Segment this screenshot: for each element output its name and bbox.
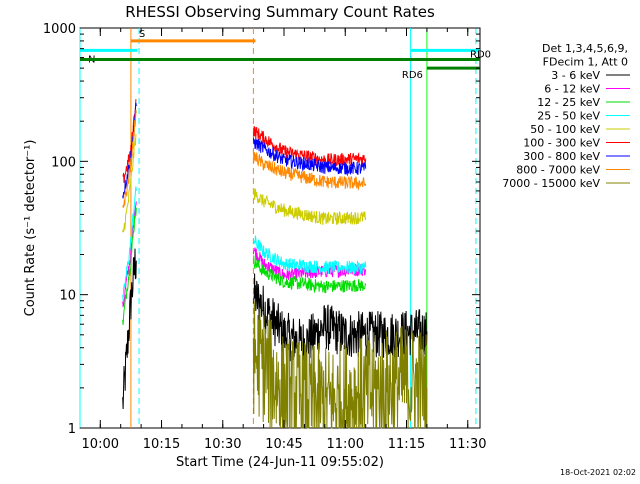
y-tick-label: 1 [68, 422, 76, 437]
x-axis-label: Start Time (24-Jun-11 09:55:02) [176, 455, 384, 470]
flag-label: S [139, 29, 145, 40]
series-line [122, 98, 137, 183]
x-tick-label: 10:45 [265, 437, 302, 452]
y-axis-label: Count Rate (s⁻¹ detector⁻¹) [23, 140, 38, 317]
x-tick-label: 10:00 [82, 437, 119, 452]
series-line [252, 301, 428, 429]
legend-label: 12 - 25 keV [537, 96, 600, 109]
legend-label: 300 - 800 keV [523, 150, 600, 163]
series-line [252, 137, 367, 177]
legend-label: 800 - 7000 keV [516, 164, 600, 177]
x-axis-ticks: 10:00 10:15 10:30 10:45 11:00 11:15 11:30 [82, 28, 486, 452]
series-line [252, 125, 367, 167]
series-line [122, 133, 137, 233]
legend-label: 25 - 50 keV [537, 110, 600, 123]
series-line [122, 186, 137, 301]
chart-title: RHESSI Observing Summary Count Rates [125, 3, 435, 21]
x-tick-label: 11:30 [449, 437, 486, 452]
series-line [252, 255, 367, 294]
y-tick-label: 100 [51, 155, 76, 170]
legend: Det 1,3,4,5,6,9,FDecim 1, Att 03 - 6 keV… [502, 42, 630, 190]
legend-label: 100 - 300 keV [523, 137, 600, 150]
y-tick-label: 1000 [43, 22, 76, 37]
y-tick-label: 10 [59, 289, 76, 304]
series-line [122, 248, 137, 410]
legend-header: FDecim 1, Att 0 [543, 56, 628, 69]
x-tick-label: 10:15 [143, 437, 180, 452]
series-line [252, 149, 367, 191]
x-tick-label: 11:00 [327, 437, 364, 452]
legend-label: 7000 - 15000 keV [502, 177, 600, 190]
legend-label: 3 - 6 keV [551, 69, 600, 82]
legend-label: 50 - 100 keV [530, 123, 600, 136]
series-line [252, 235, 367, 275]
series-line [252, 188, 367, 226]
flag-bars: SNRD6RD0 [80, 29, 491, 81]
legend-label: 6 - 12 keV [544, 83, 600, 96]
legend-header: Det 1,3,4,5,6,9, [542, 42, 628, 55]
x-tick-label: 11:15 [388, 437, 425, 452]
flag-label: RD6 [402, 70, 423, 81]
series-line [122, 207, 137, 326]
footer-date: 18-Oct-2021 02:02 [560, 468, 636, 477]
series-lines [122, 98, 428, 429]
x-tick-label: 10:30 [204, 437, 241, 452]
flag-label: RD0 [470, 50, 491, 61]
series-line [122, 109, 137, 208]
y-axis-ticks: 1 10 100 1000 [43, 22, 480, 437]
